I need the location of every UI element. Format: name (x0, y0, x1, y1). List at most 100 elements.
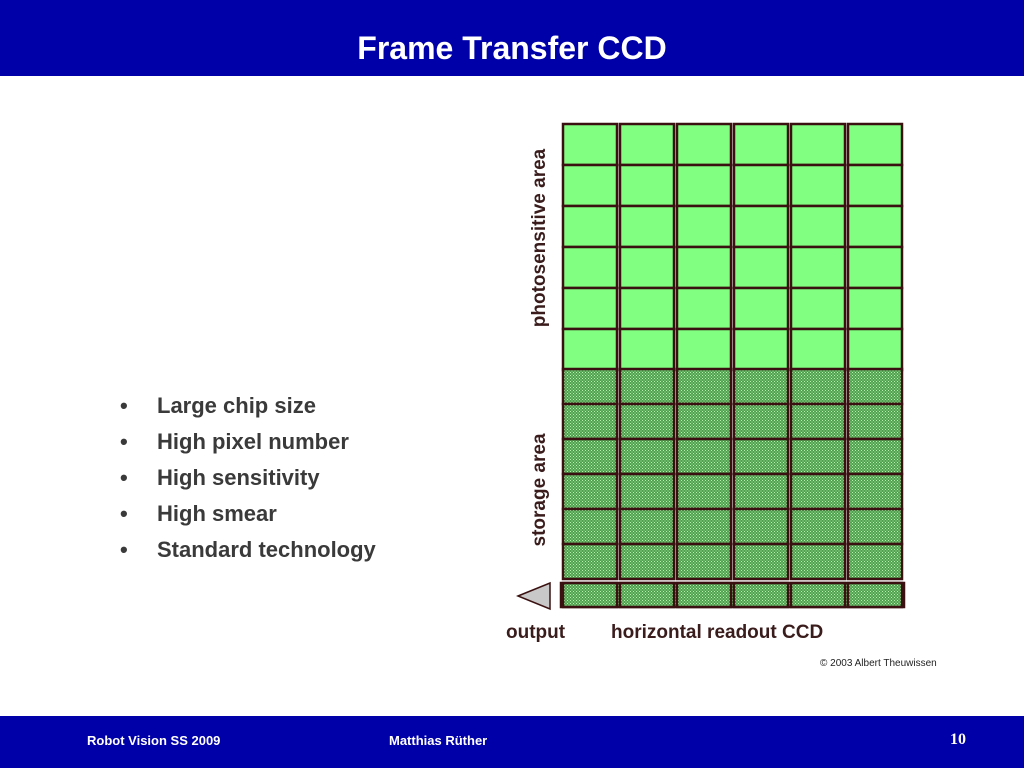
storage-pixel (789, 542, 847, 581)
photosensitive-pixel (675, 122, 733, 167)
storage-pixel (732, 367, 790, 406)
storage-pixel (561, 437, 619, 476)
photosensitive-pixel (618, 327, 676, 372)
storage-pixel (618, 437, 676, 476)
photosensitive-pixel (789, 245, 847, 290)
output-label: output (506, 622, 566, 643)
photosensitive-pixel (561, 286, 619, 331)
readout-pixel (789, 581, 847, 609)
photosensitive-pixel (561, 122, 619, 167)
readout-pixel (732, 581, 790, 609)
photosensitive-pixel (732, 286, 790, 331)
storage-pixel (846, 472, 904, 511)
photosensitive-pixel (789, 163, 847, 208)
footer-course: Robot Vision SS 2009 (87, 733, 221, 748)
storage-pixel (789, 402, 847, 441)
photosensitive-pixel (846, 245, 904, 290)
copyright-credit: © 2003 Albert Theuwissen (820, 658, 937, 669)
storage-pixel (789, 437, 847, 476)
photosensitive-pixel (618, 122, 676, 167)
photosensitive-pixel (732, 163, 790, 208)
photosensitive-pixel (789, 204, 847, 249)
photosensitive-pixel (618, 204, 676, 249)
photosensitive-pixel (846, 122, 904, 167)
photosensitive-pixel (561, 204, 619, 249)
photosensitive-pixel (732, 122, 790, 167)
photosensitive-pixel (561, 163, 619, 208)
storage-pixel (789, 472, 847, 511)
readout-label: horizontal readout CCD (611, 622, 823, 643)
storage-pixel (732, 542, 790, 581)
storage-pixel (846, 507, 904, 546)
bullet-item: High smear (118, 498, 376, 534)
storage-pixel (618, 402, 676, 441)
readout-pixel (675, 581, 733, 609)
bullet-list: Large chip size High pixel number High s… (118, 390, 376, 570)
storage-pixel (618, 507, 676, 546)
photosensitive-pixel (846, 327, 904, 372)
storage-pixel (561, 472, 619, 511)
bullet-item: Large chip size (118, 390, 376, 426)
photosensitive-pixel (732, 204, 790, 249)
storage-pixel (846, 542, 904, 581)
storage-area (561, 367, 904, 581)
storage-pixel (846, 437, 904, 476)
photosensitive-pixel (846, 163, 904, 208)
photosensitive-pixel (561, 245, 619, 290)
storage-pixel (675, 507, 733, 546)
storage-pixel (675, 542, 733, 581)
storage-pixel (846, 367, 904, 406)
storage-pixel (675, 472, 733, 511)
footer-bar (0, 716, 1024, 768)
photosensitive-pixel (789, 327, 847, 372)
photosensitive-pixel (675, 204, 733, 249)
photosensitive-area-label: photosensitive area (529, 148, 550, 327)
title-bar (0, 0, 1024, 76)
slide-title: Frame Transfer CCD (357, 30, 667, 66)
storage-pixel (618, 367, 676, 406)
readout-pixel (846, 581, 904, 609)
photosensitive-pixel (618, 286, 676, 331)
photosensitive-pixel (675, 286, 733, 331)
storage-pixel (618, 542, 676, 581)
storage-area-label: storage area (529, 433, 550, 546)
storage-pixel (789, 507, 847, 546)
storage-pixel (732, 437, 790, 476)
page-number: 10 (950, 731, 966, 748)
bullet-item: Standard technology (118, 534, 376, 570)
photosensitive-pixel (732, 327, 790, 372)
bullet-item: High sensitivity (118, 462, 376, 498)
storage-pixel (561, 367, 619, 406)
storage-pixel (561, 542, 619, 581)
photosensitive-pixel (675, 327, 733, 372)
storage-pixel (561, 402, 619, 441)
photosensitive-pixel (675, 163, 733, 208)
storage-pixel (789, 367, 847, 406)
photosensitive-pixel (561, 327, 619, 372)
photosensitive-area (561, 122, 904, 372)
readout-pixel (561, 581, 619, 609)
storage-pixel (732, 472, 790, 511)
photosensitive-pixel (732, 245, 790, 290)
storage-pixel (618, 472, 676, 511)
photosensitive-pixel (618, 245, 676, 290)
photosensitive-pixel (846, 204, 904, 249)
photosensitive-pixel (675, 245, 733, 290)
storage-pixel (561, 507, 619, 546)
photosensitive-pixel (789, 286, 847, 331)
storage-pixel (675, 402, 733, 441)
photosensitive-pixel (846, 286, 904, 331)
readout-pixel (618, 581, 676, 609)
footer-author: Matthias Rüther (389, 733, 488, 748)
output-arrow-icon (516, 581, 551, 611)
storage-pixel (675, 367, 733, 406)
storage-pixel (846, 402, 904, 441)
storage-pixel (732, 402, 790, 441)
horizontal-readout-ccd (559, 581, 906, 609)
storage-pixel (732, 507, 790, 546)
photosensitive-pixel (789, 122, 847, 167)
storage-pixel (675, 437, 733, 476)
bullet-item: High pixel number (118, 426, 376, 462)
photosensitive-pixel (618, 163, 676, 208)
